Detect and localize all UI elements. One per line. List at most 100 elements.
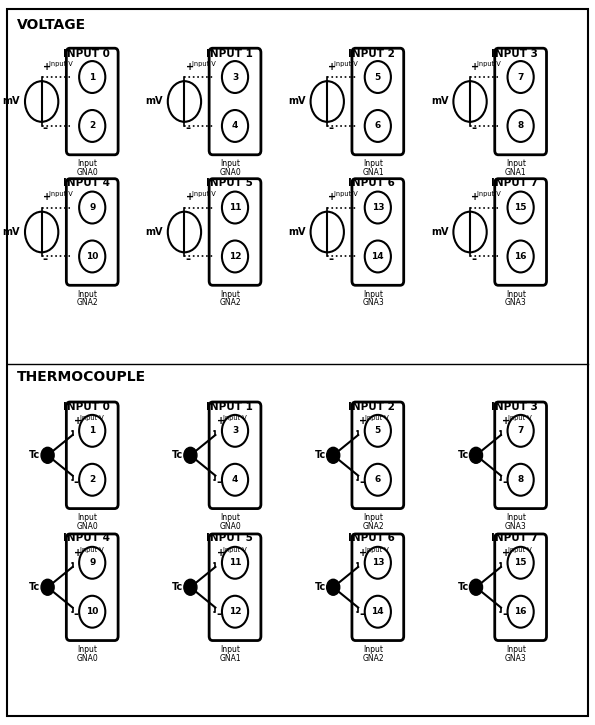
Circle shape bbox=[222, 464, 248, 496]
Circle shape bbox=[508, 547, 534, 579]
Text: Tc: Tc bbox=[172, 582, 183, 592]
Text: -: - bbox=[471, 253, 477, 266]
Text: mV: mV bbox=[289, 96, 306, 107]
FancyBboxPatch shape bbox=[66, 402, 118, 509]
Text: INPUT 7: INPUT 7 bbox=[491, 178, 538, 188]
Text: 15: 15 bbox=[514, 203, 527, 212]
Text: +: + bbox=[471, 62, 480, 72]
Text: Input V: Input V bbox=[508, 547, 532, 552]
Text: -: - bbox=[186, 123, 191, 136]
Text: 8: 8 bbox=[518, 122, 524, 130]
Text: 10: 10 bbox=[86, 608, 98, 616]
Text: 9: 9 bbox=[89, 558, 95, 567]
Text: -: - bbox=[359, 608, 365, 621]
FancyBboxPatch shape bbox=[495, 179, 546, 285]
Circle shape bbox=[508, 110, 534, 142]
Text: INPUT 6: INPUT 6 bbox=[349, 533, 395, 543]
FancyBboxPatch shape bbox=[209, 402, 261, 509]
Text: -: - bbox=[502, 476, 508, 489]
Text: -: - bbox=[328, 123, 334, 136]
Text: +: + bbox=[43, 192, 51, 202]
Text: Input: Input bbox=[220, 513, 240, 522]
Text: Input: Input bbox=[363, 290, 383, 299]
FancyBboxPatch shape bbox=[352, 534, 403, 641]
Circle shape bbox=[184, 447, 197, 463]
Text: Input: Input bbox=[506, 290, 526, 299]
Text: mV: mV bbox=[3, 96, 20, 107]
Text: Input V: Input V bbox=[223, 415, 246, 420]
Text: Input V: Input V bbox=[365, 547, 389, 552]
Text: GNA2: GNA2 bbox=[362, 522, 384, 531]
Circle shape bbox=[25, 212, 58, 252]
Circle shape bbox=[469, 579, 483, 595]
Text: Input V: Input V bbox=[334, 191, 358, 197]
Text: Input V: Input V bbox=[508, 415, 532, 420]
Circle shape bbox=[79, 61, 105, 93]
Text: INPUT 7: INPUT 7 bbox=[491, 533, 538, 543]
Text: 5: 5 bbox=[375, 426, 381, 435]
Text: Input: Input bbox=[363, 513, 383, 522]
Text: +: + bbox=[186, 62, 194, 72]
Text: GNA3: GNA3 bbox=[505, 654, 527, 663]
Circle shape bbox=[365, 596, 391, 628]
Text: Input: Input bbox=[220, 290, 240, 299]
Text: 13: 13 bbox=[371, 558, 384, 567]
Text: 2: 2 bbox=[89, 476, 95, 484]
FancyBboxPatch shape bbox=[66, 179, 118, 285]
Text: +: + bbox=[502, 415, 511, 426]
Text: 4: 4 bbox=[232, 122, 238, 130]
Text: Input V: Input V bbox=[223, 547, 246, 552]
Text: -: - bbox=[74, 476, 79, 489]
Text: GNA0: GNA0 bbox=[220, 168, 241, 177]
Circle shape bbox=[168, 81, 201, 122]
Text: Input: Input bbox=[77, 160, 98, 168]
Text: -: - bbox=[359, 476, 365, 489]
Circle shape bbox=[508, 191, 534, 223]
FancyBboxPatch shape bbox=[495, 402, 546, 509]
Circle shape bbox=[508, 464, 534, 496]
Circle shape bbox=[453, 212, 487, 252]
Text: INPUT 2: INPUT 2 bbox=[349, 49, 395, 59]
FancyBboxPatch shape bbox=[209, 534, 261, 641]
Text: +: + bbox=[74, 415, 82, 426]
Text: Input: Input bbox=[77, 513, 98, 522]
FancyBboxPatch shape bbox=[352, 179, 403, 285]
Circle shape bbox=[79, 110, 105, 142]
Text: GNA1: GNA1 bbox=[362, 168, 384, 177]
Text: Input V: Input V bbox=[365, 415, 389, 420]
Circle shape bbox=[365, 191, 391, 223]
Text: +: + bbox=[43, 62, 51, 72]
Text: -: - bbox=[74, 608, 79, 621]
Circle shape bbox=[222, 110, 248, 142]
Text: Input: Input bbox=[77, 645, 98, 654]
Text: -: - bbox=[328, 253, 334, 266]
Text: 1: 1 bbox=[89, 426, 95, 435]
FancyBboxPatch shape bbox=[66, 48, 118, 155]
Text: Tc: Tc bbox=[29, 582, 40, 592]
Circle shape bbox=[222, 191, 248, 223]
Text: INPUT 0: INPUT 0 bbox=[63, 49, 109, 59]
Circle shape bbox=[222, 415, 248, 447]
Text: Input V: Input V bbox=[49, 61, 73, 67]
Text: GNA0: GNA0 bbox=[77, 522, 98, 531]
Text: 14: 14 bbox=[371, 252, 384, 261]
Text: VOLTAGE: VOLTAGE bbox=[17, 18, 86, 33]
Text: INPUT 2: INPUT 2 bbox=[349, 402, 395, 413]
Text: 5: 5 bbox=[375, 72, 381, 81]
Text: +: + bbox=[217, 415, 225, 426]
Text: -: - bbox=[43, 123, 48, 136]
Text: -: - bbox=[217, 476, 222, 489]
Circle shape bbox=[508, 415, 534, 447]
Text: GNA3: GNA3 bbox=[505, 299, 527, 307]
Text: 4: 4 bbox=[232, 476, 238, 484]
Text: 6: 6 bbox=[375, 476, 381, 484]
Text: Input V: Input V bbox=[192, 61, 215, 67]
Text: 3: 3 bbox=[232, 72, 238, 81]
Text: 8: 8 bbox=[518, 476, 524, 484]
Text: GNA2: GNA2 bbox=[362, 654, 384, 663]
Text: mV: mV bbox=[289, 227, 306, 237]
Circle shape bbox=[168, 212, 201, 252]
Circle shape bbox=[184, 579, 197, 595]
FancyBboxPatch shape bbox=[495, 534, 546, 641]
Text: INPUT 3: INPUT 3 bbox=[491, 402, 538, 413]
